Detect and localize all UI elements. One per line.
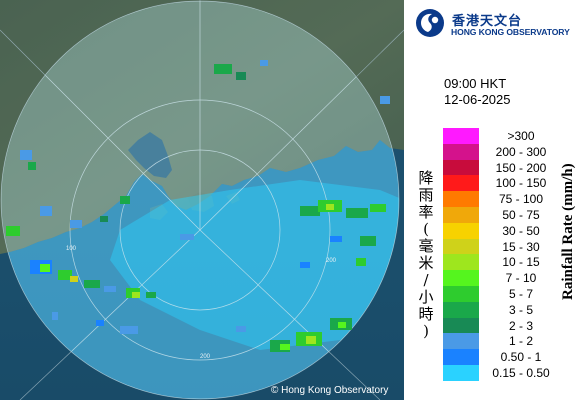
legend-row: 75 - 100 (443, 191, 573, 207)
legend-title-char: 率 (418, 203, 434, 221)
legend-label: 100 - 150 (495, 176, 547, 191)
legend-label: 0.50 - 1 (500, 350, 542, 365)
legend-swatch (443, 349, 479, 365)
legend-row: 5 - 7 (443, 285, 573, 302)
legend-label: >300 (507, 129, 535, 143)
legend-label: 15 - 30 (502, 239, 540, 254)
legend-label: 2 - 3 (508, 318, 533, 333)
estuary-water (128, 132, 172, 178)
legend-row: 150 - 200 (443, 159, 573, 176)
legend-title-char: 雨 (418, 186, 434, 204)
legend-row: 15 - 30 (443, 238, 573, 255)
range-label: 100 (66, 246, 77, 252)
legend-label: 200 - 300 (495, 144, 547, 159)
legend-row: 1 - 2 (443, 333, 573, 350)
range-label: 200 (326, 258, 337, 264)
logo-english-name: HONG KONG OBSERVATORY (451, 27, 570, 37)
legend-swatch (443, 159, 479, 176)
range-rings (0, 0, 404, 400)
legend-title-char: / (423, 271, 429, 289)
legend-row: 100 - 150 (443, 175, 573, 192)
legend-swatch (443, 238, 479, 255)
legend-label: 50 - 75 (502, 207, 540, 222)
legend-title-english: Rainfall Rate (mm/h) (560, 163, 576, 300)
legend-swatch (443, 364, 479, 381)
legend-label: 30 - 50 (502, 223, 540, 238)
radar-map[interactable]: 100 200 200 © Hong Kong Observatory (0, 0, 404, 400)
legend-row: 30 - 50 (443, 222, 573, 239)
legend-title-char: ( (423, 220, 429, 238)
legend-label: 75 - 100 (498, 192, 544, 207)
logo-chinese-name: 香港天文台 (452, 14, 523, 29)
rainfall-legend: >300 200 - 300 150 - 200 100 - 150 75 - 100 5… (443, 128, 573, 381)
legend-swatch (443, 270, 479, 286)
legend-swatch (443, 175, 479, 192)
legend-swatch (443, 191, 479, 207)
legend-title-char: 降 (418, 169, 434, 187)
legend-title-char: 米 (418, 254, 434, 272)
legend-title-char: ) (423, 322, 429, 340)
legend-panel: 香港天文台 HONG KONG OBSERVATORY 09:00 HKT 12… (404, 0, 577, 400)
legend-row: 2 - 3 (443, 317, 573, 334)
legend-label: 1 - 2 (508, 334, 533, 349)
observation-date: 12-06-2025 (444, 92, 511, 107)
legend-swatch (443, 333, 479, 350)
observation-time: 09:00 HKT (444, 76, 507, 91)
hko-logo[interactable]: 香港天文台 HONG KONG OBSERVATORY (412, 6, 577, 42)
copyright-label: © Hong Kong Observatory (271, 385, 389, 396)
legend-label: 0.15 - 0.50 (492, 365, 550, 380)
legend-row: >300 (443, 128, 573, 144)
legend-swatch (443, 285, 479, 302)
legend-label: 10 - 15 (502, 255, 540, 270)
legend-row: 200 - 300 (443, 143, 573, 160)
legend-swatch (443, 301, 479, 318)
legend-swatch (443, 222, 479, 239)
legend-row: 10 - 15 (443, 254, 573, 271)
legend-label: 5 - 7 (508, 286, 533, 301)
range-label: 200 (200, 354, 211, 360)
legend-swatch (443, 206, 479, 223)
legend-row: 0.15 - 0.50 (443, 364, 573, 381)
legend-title-chinese: 降雨率(毫米 / 小時) (414, 170, 438, 340)
legend-row: 0.50 - 1 (443, 349, 573, 365)
legend-label: 150 - 200 (495, 160, 547, 175)
legend-label: 3 - 5 (508, 302, 533, 317)
outside-coverage (0, 0, 404, 400)
legend-row: 3 - 5 (443, 301, 573, 318)
legend-title-char: 小 (418, 288, 434, 306)
legend-swatch (443, 317, 479, 334)
legend-title-char: 時 (418, 305, 434, 323)
land-area (0, 0, 404, 254)
legend-row: 7 - 10 (443, 270, 573, 286)
rain-echoes (6, 60, 390, 352)
legend-title-char: 毫 (418, 237, 434, 255)
legend-row: 50 - 75 (443, 206, 573, 223)
legend-swatch (443, 143, 479, 160)
hko-logo-icon (416, 9, 444, 37)
legend-swatch (443, 128, 479, 144)
legend-label: 7 - 10 (505, 271, 537, 286)
legend-swatch (443, 254, 479, 271)
